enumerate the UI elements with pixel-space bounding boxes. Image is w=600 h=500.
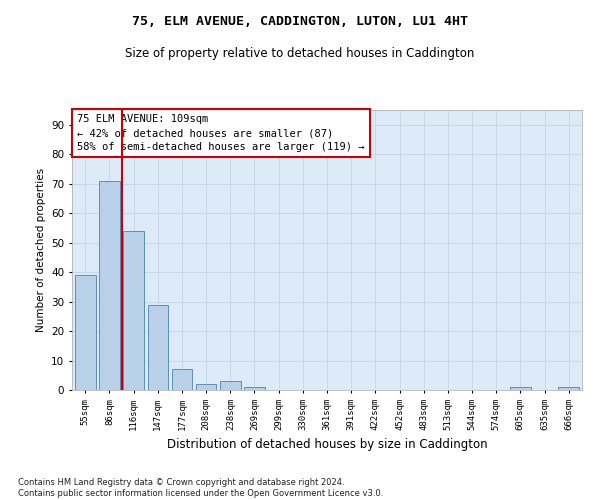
Bar xyxy=(220,381,241,390)
Bar xyxy=(559,387,579,390)
Bar xyxy=(124,231,144,390)
Y-axis label: Number of detached properties: Number of detached properties xyxy=(35,168,46,332)
Text: 75 ELM AVENUE: 109sqm
← 42% of detached houses are smaller (87)
58% of semi-deta: 75 ELM AVENUE: 109sqm ← 42% of detached … xyxy=(77,114,365,152)
Bar xyxy=(99,180,120,390)
Text: 75, ELM AVENUE, CADDINGTON, LUTON, LU1 4HT: 75, ELM AVENUE, CADDINGTON, LUTON, LU1 4… xyxy=(132,15,468,28)
Bar xyxy=(172,370,192,390)
X-axis label: Distribution of detached houses by size in Caddington: Distribution of detached houses by size … xyxy=(167,438,487,451)
Bar xyxy=(244,387,265,390)
Bar xyxy=(196,384,217,390)
Bar xyxy=(75,275,95,390)
Text: Size of property relative to detached houses in Caddington: Size of property relative to detached ho… xyxy=(125,48,475,60)
Bar xyxy=(148,304,168,390)
Bar xyxy=(510,387,530,390)
Text: Contains HM Land Registry data © Crown copyright and database right 2024.
Contai: Contains HM Land Registry data © Crown c… xyxy=(18,478,383,498)
